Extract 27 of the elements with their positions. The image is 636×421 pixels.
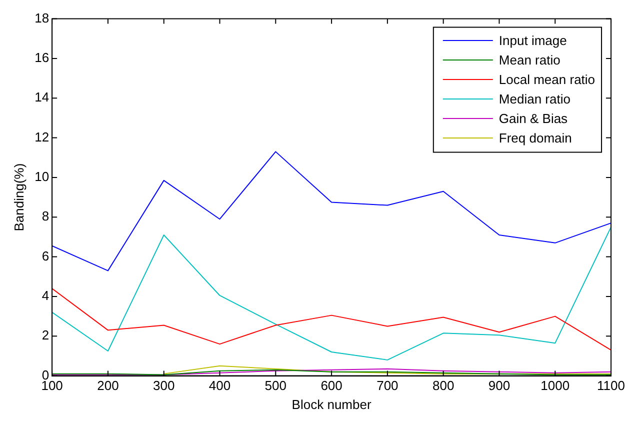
y-tick-label: 16: [34, 50, 50, 66]
x-tick-label: 1000: [540, 378, 570, 394]
y-axis-title: Banding(%): [11, 163, 26, 232]
x-tick-label: 500: [264, 378, 286, 394]
y-tick-label: 10: [34, 169, 50, 184]
legend-label: Gain & Bias: [498, 111, 568, 126]
legend-label: Local mean ratio: [498, 72, 596, 88]
legend-label: Median ratio: [498, 92, 570, 107]
legend-label: Freq domain: [498, 130, 572, 146]
x-tick-label: 900: [488, 378, 510, 394]
y-tick-label: 14: [34, 90, 50, 105]
x-tick-label: 200: [97, 378, 119, 394]
y-tick-label: 4: [42, 288, 50, 304]
y-tick-label: 2: [42, 328, 50, 343]
y-tick-label: 12: [34, 129, 50, 144]
x-tick-label: 1100: [597, 378, 626, 394]
y-tick-label: 6: [42, 248, 50, 264]
x-tick-label: 600: [320, 378, 342, 394]
y-tick-label: 8: [42, 208, 50, 224]
x-tick-label: 800: [432, 378, 454, 394]
x-tick-label: 700: [376, 378, 398, 394]
legend-label: Input image: [498, 33, 567, 48]
y-tick-label: 18: [34, 10, 50, 26]
x-tick-label: 300: [153, 378, 175, 394]
x-tick-label: 400: [208, 378, 231, 394]
legend-label: Mean ratio: [498, 52, 560, 68]
x-axis-title: Block number: [292, 396, 372, 412]
